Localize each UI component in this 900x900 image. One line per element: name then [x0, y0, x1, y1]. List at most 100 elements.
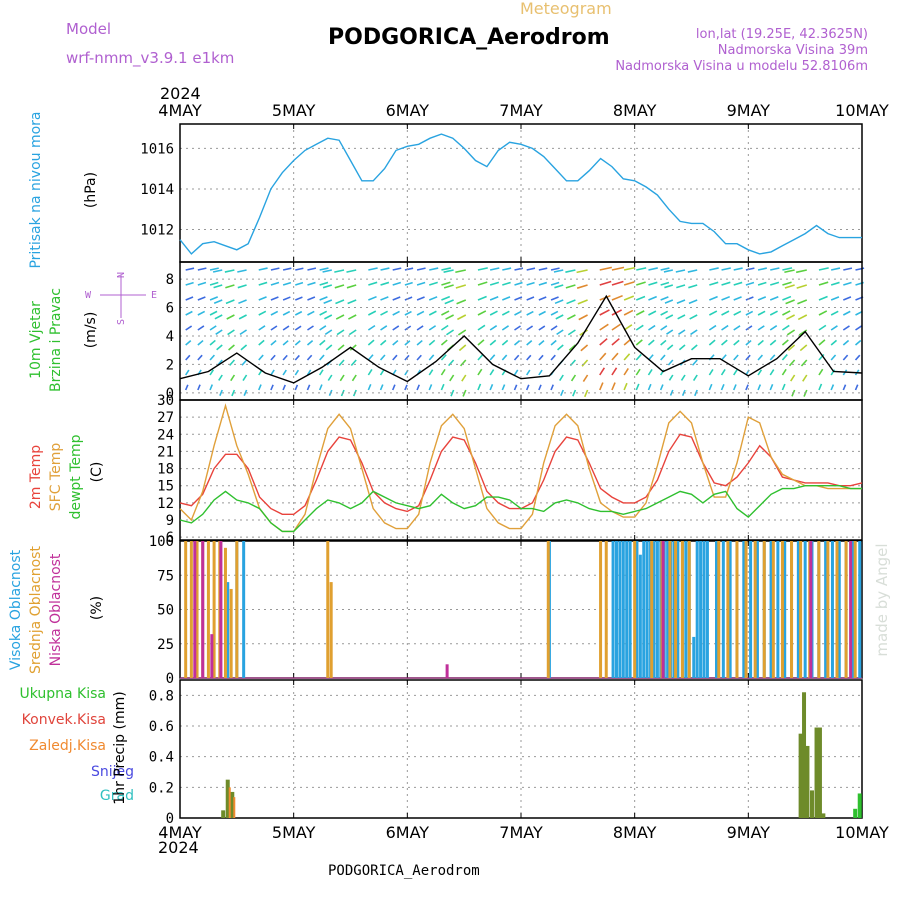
wind-arrow	[757, 325, 765, 331]
wind-arrow	[282, 296, 291, 301]
cloud-bar	[189, 541, 193, 678]
wind-arrow	[769, 325, 778, 331]
wind-arrow	[368, 267, 378, 271]
cloud-unit: (%)	[89, 596, 105, 620]
wind-arrow	[667, 359, 674, 366]
wind-arrow	[416, 281, 426, 286]
wind-arrow	[258, 281, 268, 286]
wind-arrow	[769, 296, 779, 301]
wind-arrow	[843, 296, 852, 301]
precip-bar	[809, 790, 814, 818]
wind-arrow	[786, 329, 796, 336]
wind-arrow	[538, 325, 546, 331]
wind-arrow	[576, 284, 588, 289]
wind-arrow	[185, 281, 194, 286]
wind-arrow	[555, 314, 564, 320]
wind-arrow	[514, 281, 523, 286]
wind-arrow	[237, 284, 247, 289]
wind-arrow	[502, 267, 512, 271]
wind-arrow	[553, 269, 564, 273]
wind-arrow	[689, 314, 698, 320]
wind-arrow	[282, 384, 286, 391]
dewpt-ylabel: dewpt Temp	[68, 434, 84, 519]
wind-arrow	[197, 267, 207, 271]
wind-arrow	[550, 310, 559, 316]
cloud-bar	[809, 541, 813, 678]
wind-arrow	[455, 284, 467, 289]
credit-label: made by Angel	[873, 543, 891, 656]
wind-arrow	[550, 281, 560, 286]
wind-arrow	[380, 310, 389, 316]
cloud-mid-ylabel: Srednja Oblacnost	[28, 546, 44, 674]
wind-arrow	[258, 267, 268, 271]
wind-arrow	[428, 325, 437, 331]
wind-speed-line	[179, 294, 863, 384]
cloud-bar	[728, 541, 732, 678]
wind-arrow	[228, 344, 235, 351]
wind-arrow	[489, 295, 499, 301]
bottom-day-label: 4MAY	[158, 823, 202, 842]
wind-arrow	[349, 344, 357, 351]
pressure-unit: (hPa)	[83, 172, 99, 208]
cloud-bar	[826, 541, 830, 678]
wind-arrow	[842, 310, 851, 316]
wind-arrow	[270, 325, 278, 331]
wind-arrow	[647, 339, 655, 346]
wind-arrow	[830, 310, 839, 316]
wind-arrow	[477, 324, 486, 331]
precip-legend-item: Konvek.Kisa	[22, 712, 106, 728]
wind-arrow	[229, 359, 235, 366]
wind-arrow	[818, 295, 828, 301]
wind-arrow	[392, 281, 402, 286]
cloud-bar	[445, 664, 449, 678]
wind-arrow	[444, 299, 454, 305]
y-tick-label: 18	[157, 462, 174, 478]
wind-arrow	[319, 267, 329, 271]
wind-arrow	[757, 384, 762, 391]
wind-arrow	[294, 384, 299, 391]
wind-arrow	[404, 296, 413, 301]
cloud-bar	[546, 541, 550, 678]
cloud-bar	[226, 582, 230, 678]
wind-arrow	[319, 281, 329, 286]
wind-arrow	[636, 267, 647, 271]
wind-arrow	[798, 329, 808, 336]
wind-arrow	[380, 296, 389, 301]
cloud-panel: 0 25 50 75 100	[149, 534, 863, 687]
wind-arrow	[242, 374, 248, 381]
wind-unit: (m/s)	[83, 312, 99, 349]
y-tick-label: 1014	[140, 182, 174, 198]
wind-arrow	[538, 340, 545, 346]
model-label: Model	[66, 20, 111, 38]
cloud-bar	[753, 541, 757, 678]
wind-arrow	[692, 374, 698, 381]
precip-bar	[853, 808, 858, 818]
wind-arrow	[209, 296, 219, 301]
wind-arrow	[790, 374, 796, 382]
wind-arrow	[721, 324, 729, 331]
wind-arrow	[538, 267, 548, 271]
wind-arrow	[441, 281, 451, 286]
wind-arrow	[623, 324, 633, 331]
wind-arrow	[455, 269, 466, 274]
wind-arrow	[732, 384, 737, 391]
wind-arrow	[428, 384, 433, 391]
wind-arrow	[745, 267, 755, 271]
wind-arrow	[348, 314, 357, 320]
wind-arrow	[566, 299, 576, 305]
wind-arrow	[462, 389, 467, 397]
y-tick-label: 1016	[140, 141, 174, 157]
y-tick-label: 75	[157, 568, 174, 584]
wind-arrow	[458, 344, 467, 352]
wind-arrow	[688, 299, 698, 305]
wind-arrow	[769, 354, 776, 361]
y-tick-label: 12	[157, 496, 174, 512]
y-tick-label: 15	[157, 479, 174, 495]
cloud-bar	[835, 541, 839, 678]
cloud-bar	[717, 541, 721, 678]
wind-arrow	[258, 354, 264, 361]
wind-arrow	[489, 354, 496, 361]
cloud-bar	[796, 541, 800, 678]
wind-arrow	[733, 354, 739, 361]
cloud-bar	[628, 541, 632, 678]
